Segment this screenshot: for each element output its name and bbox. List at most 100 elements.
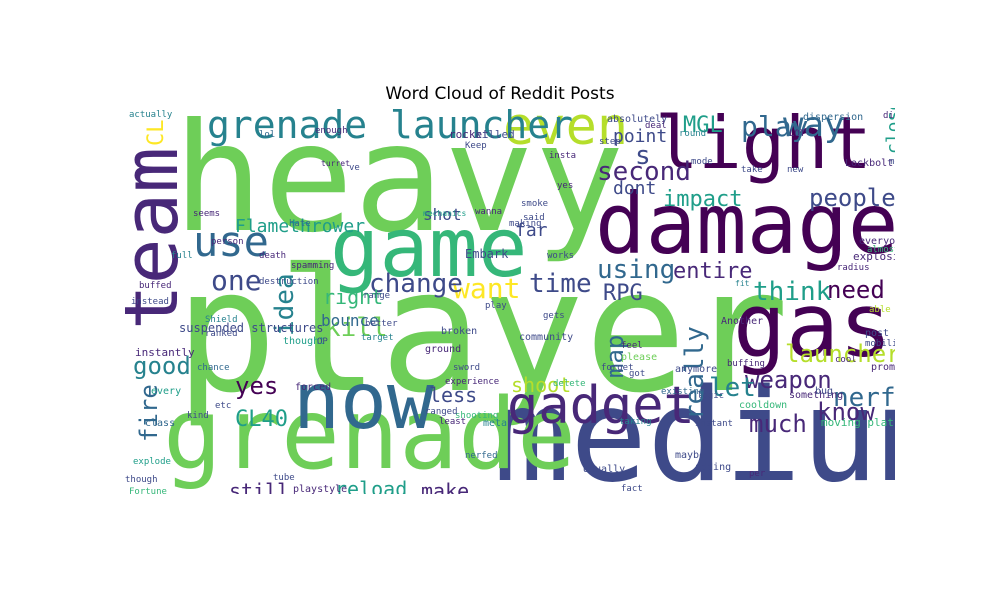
- word-mode: mode: [691, 157, 713, 167]
- word-turret: turret: [321, 159, 350, 168]
- word-embark: Embark: [465, 247, 509, 261]
- word-buffed: buffed: [139, 281, 172, 291]
- word-full: full: [171, 251, 193, 261]
- word-even: even: [503, 108, 628, 157]
- word-dont: dont: [613, 178, 656, 199]
- word-entire: entire: [673, 259, 752, 284]
- word-second: second: [597, 157, 691, 187]
- word-cloud: heavyplayermediumgrenadedamagelightteamg…: [125, 108, 895, 494]
- word-better: better: [365, 319, 398, 329]
- word-fire: fire: [135, 384, 163, 442]
- word-lot: LOT: [789, 129, 806, 139]
- word-radius: radius: [837, 263, 870, 273]
- word-let: let: [709, 373, 756, 403]
- word-wanna: wanna: [475, 207, 502, 217]
- word-though: though: [125, 475, 158, 485]
- word-death: death: [259, 251, 286, 261]
- word-much: much: [749, 410, 807, 438]
- word-hate: hate: [289, 219, 311, 229]
- word-ranged: ranged: [425, 407, 458, 417]
- word-said: said: [523, 213, 545, 223]
- word-sword: sword: [453, 363, 480, 373]
- chart-title: Word Cloud of Reddit Posts: [385, 84, 615, 104]
- word-deal: deal: [645, 121, 667, 131]
- word-absolutely: absolutely: [607, 114, 667, 125]
- word-class: class: [145, 418, 175, 429]
- word-rpg: RPG: [603, 281, 643, 306]
- word-grenade-launcher: grenade launcher: [207, 108, 573, 147]
- word-cl: CL: [144, 120, 169, 147]
- word-enough: enough: [315, 126, 348, 136]
- word-grenade: grenade: [163, 378, 576, 492]
- word-forced: forced: [295, 382, 331, 393]
- word-new: new: [787, 165, 804, 175]
- word-melee: melee: [889, 157, 895, 167]
- word-point: point: [613, 126, 667, 147]
- word-seems: seems: [193, 209, 220, 219]
- word-still: still: [229, 479, 289, 494]
- word-idea: idea: [270, 273, 300, 336]
- word-really: really: [680, 326, 710, 420]
- word-explode: explode: [133, 457, 171, 467]
- word-instead: instead: [131, 297, 169, 307]
- word-fact: fact: [621, 484, 643, 494]
- word-killed: killed: [475, 128, 515, 141]
- word-bounce: bounce: [321, 311, 379, 330]
- word-way: way: [783, 108, 844, 145]
- word-actually: actually: [129, 110, 173, 120]
- word-making: making: [509, 219, 542, 229]
- word-usually: Usually: [583, 464, 625, 475]
- word-use: use: [193, 217, 269, 266]
- word-explosive: explosive: [853, 250, 895, 263]
- word-delete: delete: [553, 379, 586, 389]
- word-shoot: shoot: [511, 373, 571, 397]
- word-damage: damage: [595, 175, 895, 273]
- word-works: works: [547, 251, 574, 261]
- word-forget: forget: [601, 363, 634, 373]
- word-shield: Shield: [205, 315, 238, 325]
- word-weapon: weapon: [745, 366, 832, 394]
- word-ground: ground: [425, 344, 461, 355]
- word-playstyle: playstyle: [293, 484, 347, 494]
- word-instant: instant: [695, 419, 733, 429]
- word-mgl: MGL: [683, 113, 723, 138]
- word-please: please: [621, 352, 657, 363]
- word-direct: direct: [883, 111, 895, 121]
- word-existing: existing: [661, 387, 704, 397]
- word-target: target: [361, 333, 394, 343]
- word-need: need: [827, 276, 885, 304]
- word-cl40: CL40: [235, 407, 288, 432]
- word-experience: experience: [445, 377, 499, 387]
- word-mobility: mobility: [865, 339, 895, 349]
- word-people: people: [809, 184, 895, 212]
- word-post: post: [865, 328, 889, 339]
- word-kind: kind: [187, 411, 209, 421]
- word-something: something: [789, 390, 843, 401]
- word-gets: gets: [543, 311, 565, 321]
- word-least: least: [439, 417, 466, 427]
- word-time: time: [529, 269, 592, 299]
- word-per: per: [749, 469, 766, 479]
- word-now: now: [293, 357, 434, 447]
- word-far: far: [515, 220, 548, 241]
- word-good: good: [133, 352, 191, 380]
- word-lol: lol: [259, 130, 275, 140]
- word-step: step: [599, 137, 621, 147]
- word-play: play: [485, 301, 507, 311]
- word-want: want: [453, 272, 520, 305]
- word-meta: meta: [483, 418, 507, 429]
- word-every: every: [151, 386, 181, 397]
- word-shooting: shooting: [455, 411, 498, 421]
- word-player: player: [175, 233, 789, 431]
- word-destruction: destruction: [259, 277, 319, 287]
- word-game: game: [330, 201, 527, 296]
- word-fortune: Fortune: [129, 487, 167, 494]
- word-maybe: maybe: [675, 450, 705, 461]
- word-promote: promote: [871, 362, 895, 373]
- word-close: close: [883, 108, 895, 154]
- word-heavy: heavy: [173, 108, 625, 266]
- word-shot: shot: [423, 205, 462, 224]
- word-range: range: [363, 291, 390, 301]
- word-logic: logic: [697, 391, 724, 401]
